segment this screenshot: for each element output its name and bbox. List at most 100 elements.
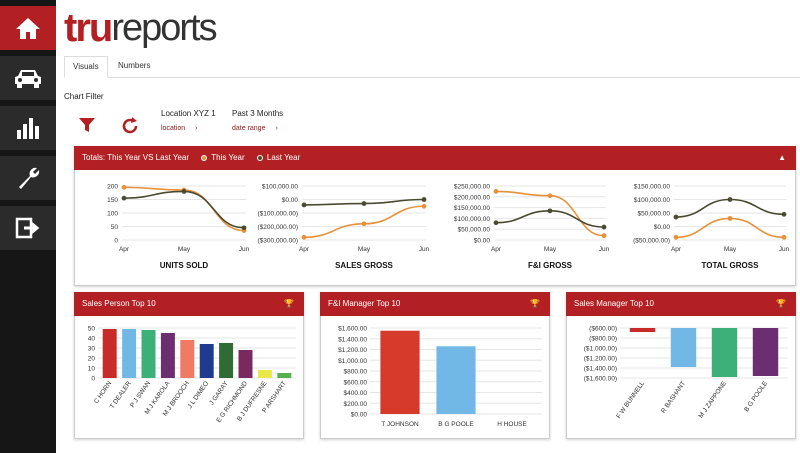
bar[interactable] <box>380 330 420 414</box>
y-tick-label: $0.00 <box>282 197 299 204</box>
y-tick-label: $1,600.00 <box>338 326 367 333</box>
bar[interactable] <box>180 340 195 378</box>
location-value: Location XYZ 1 <box>161 109 216 118</box>
nav-vehicles-button[interactable] <box>0 56 56 100</box>
bar[interactable] <box>122 329 137 378</box>
filter-icon[interactable] <box>78 116 96 134</box>
bar[interactable] <box>141 330 156 378</box>
logo-part-reports: reports <box>111 7 217 49</box>
x-tick-label: Jun <box>419 246 430 253</box>
data-point[interactable] <box>421 203 427 209</box>
bar[interactable] <box>238 350 253 378</box>
y-tick-label: $600.00 <box>344 379 368 386</box>
data-point[interactable] <box>601 224 607 230</box>
nav-reports-button[interactable] <box>0 106 56 150</box>
bar[interactable] <box>257 370 272 378</box>
location-link[interactable]: location › <box>161 125 198 132</box>
date-range-link[interactable]: date range › <box>232 125 278 132</box>
y-tick-label: 200 <box>107 184 118 191</box>
data-point[interactable] <box>673 234 679 240</box>
y-tick-label: ($600.00) <box>589 326 617 333</box>
y-tick-label: ($1,200.00) <box>584 356 617 363</box>
data-point[interactable] <box>781 211 787 217</box>
series-line-this-year <box>123 186 245 232</box>
bar[interactable] <box>160 333 175 378</box>
data-point[interactable] <box>121 195 127 201</box>
sales-person-header: Sales Person Top 10 🏆 <box>74 292 304 316</box>
exit-icon <box>15 217 40 239</box>
y-tick-label: 10 <box>88 366 96 373</box>
legend-this-year-swatch <box>201 154 208 161</box>
y-tick-label: ($800.00) <box>589 336 617 343</box>
chevron-right-icon: › <box>195 125 198 132</box>
bar[interactable] <box>711 328 738 377</box>
bar[interactable] <box>219 343 234 378</box>
data-point[interactable] <box>361 201 367 206</box>
data-point[interactable] <box>601 233 607 239</box>
refresh-icon[interactable] <box>120 116 140 136</box>
nav-settings-button[interactable] <box>0 156 56 200</box>
series-line-last-year <box>675 198 785 218</box>
sales-manager-title: Sales Manager Top 10 <box>574 299 654 308</box>
sales-manager-chart: ($600.00) ($800.00) ($1,000.00) ($1,200.00)… <box>584 326 788 420</box>
data-point[interactable] <box>673 214 679 220</box>
nav-home-button[interactable] <box>0 6 56 50</box>
data-point[interactable] <box>361 221 367 227</box>
line-chart-title: UNITS SOLD <box>160 261 209 270</box>
fi-manager-header: F&I Manager Top 10 🏆 <box>320 292 550 316</box>
y-tick-label: ($200,000.00) <box>258 224 298 231</box>
data-point[interactable] <box>727 216 733 221</box>
tab-visuals[interactable]: Visuals <box>64 56 108 78</box>
bar[interactable] <box>199 344 214 378</box>
y-tick-label: 50 <box>88 326 96 333</box>
data-point[interactable] <box>493 220 499 226</box>
x-tick-label: M J ZAPPONE <box>698 380 729 420</box>
data-point[interactable] <box>301 234 307 240</box>
data-point[interactable] <box>421 197 427 202</box>
series-line-this-year <box>675 217 785 239</box>
data-point[interactable] <box>181 189 187 194</box>
legend-last-year-label[interactable]: Last Year <box>266 153 301 162</box>
y-tick-label: $100,000.00 <box>634 197 671 204</box>
y-tick-label: $0.00 <box>654 224 671 231</box>
view-tabs: Visuals Numbers <box>64 56 800 78</box>
x-tick-label: T JOHNSON <box>381 421 419 428</box>
y-tick-label: $200,000.00 <box>454 194 491 201</box>
data-point[interactable] <box>547 208 553 214</box>
data-point[interactable] <box>301 202 307 208</box>
wrench-icon <box>19 167 40 189</box>
bar[interactable] <box>629 328 656 332</box>
logo-part-tru: tru <box>64 6 113 50</box>
y-tick-label: 50 <box>111 224 119 231</box>
y-tick-label: $50,000.00 <box>457 227 490 234</box>
data-point[interactable] <box>727 197 733 202</box>
bar[interactable] <box>277 373 292 378</box>
y-tick-label: 30 <box>88 346 96 353</box>
data-point[interactable] <box>547 193 553 199</box>
bar[interactable] <box>436 346 476 414</box>
y-tick-label: $250,000.00 <box>454 184 491 191</box>
y-tick-label: $50,000.00 <box>637 211 670 218</box>
data-point[interactable] <box>121 184 127 190</box>
chevron-right-icon: › <box>275 125 278 132</box>
x-tick-label: B G POOLE <box>743 380 769 414</box>
x-tick-label: R BASHANT <box>660 380 687 415</box>
collapse-icon[interactable]: ▲ <box>778 153 786 162</box>
data-point[interactable] <box>241 225 247 231</box>
fi-manager-chart: $1,600.00 $1,400.00 $1,200.00 $1,000.00 $800… <box>338 326 542 428</box>
y-tick-label: ($1,600.00) <box>584 376 617 383</box>
y-tick-label: $0.00 <box>351 412 368 419</box>
legend-this-year-label[interactable]: This Year <box>211 153 245 162</box>
trophy-icon: 🏆 <box>776 299 786 308</box>
y-tick-label: 150 <box>107 197 118 204</box>
nav-logout-button[interactable] <box>0 206 56 250</box>
y-tick-label: 0 <box>114 238 118 245</box>
x-tick-label: C HORN <box>93 380 114 405</box>
bar[interactable] <box>752 328 779 376</box>
bar[interactable] <box>102 329 117 378</box>
trophy-icon: 🏆 <box>530 299 540 308</box>
data-point[interactable] <box>781 234 787 240</box>
data-point[interactable] <box>493 189 499 194</box>
tab-numbers[interactable]: Numbers <box>118 61 151 70</box>
bar[interactable] <box>670 328 697 367</box>
